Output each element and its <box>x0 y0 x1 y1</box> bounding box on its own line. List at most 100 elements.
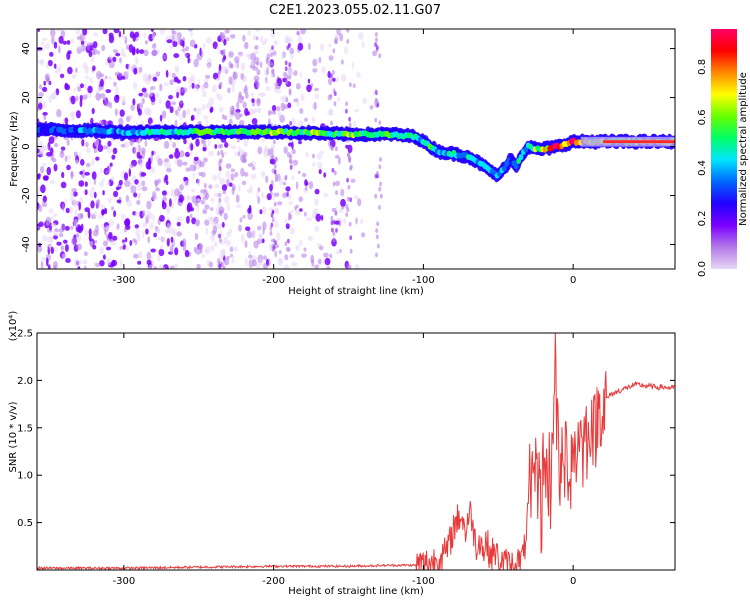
noise-speck <box>81 139 85 147</box>
noise-speck <box>297 170 301 175</box>
noise-speck <box>308 181 314 190</box>
noise-speck <box>265 86 271 91</box>
noise-speck <box>306 84 312 93</box>
noise-speck <box>157 254 161 262</box>
noise-speck <box>124 180 130 188</box>
noise-speck <box>289 154 293 160</box>
noise-speck <box>135 56 139 65</box>
noise-speck <box>208 261 213 268</box>
noise-speck <box>251 118 258 125</box>
noise-speck <box>193 156 199 161</box>
noise-speck <box>89 77 93 84</box>
x-tick-label: -200 <box>262 576 285 587</box>
noise-speck <box>251 230 256 238</box>
noise-speck <box>70 191 75 198</box>
noise-speck <box>200 171 206 178</box>
noise-speck <box>205 74 211 79</box>
noise-speck <box>127 64 131 71</box>
noise-speck <box>314 93 320 99</box>
noise-speck <box>159 114 163 122</box>
noise-speck <box>152 32 156 41</box>
noise-speck <box>76 243 82 251</box>
noise-speck <box>295 181 299 190</box>
noise-speck <box>246 230 253 239</box>
noise-speck <box>257 196 261 204</box>
noise-speck <box>176 217 180 222</box>
noise-speck <box>203 182 207 189</box>
noise-speck <box>49 180 55 185</box>
noise-speck <box>171 29 175 36</box>
noise-speck <box>285 79 289 85</box>
noise-speck <box>253 50 259 55</box>
noise-speck <box>144 140 148 147</box>
spectrogram-x-ticks: -300 -200 -100 0 <box>113 29 576 286</box>
noise-speck <box>84 207 90 213</box>
noise-speck <box>141 186 148 192</box>
noise-speck <box>157 158 163 167</box>
noise-speck <box>303 247 307 252</box>
noise-speck <box>93 211 98 218</box>
snr-y-multiplier: (x10⁴) <box>8 311 19 342</box>
noise-speck <box>141 98 145 104</box>
noise-speck <box>221 57 225 63</box>
noise-speck <box>276 106 281 112</box>
noise-speck <box>346 39 350 44</box>
noise-speck <box>60 30 66 38</box>
noise-speck <box>248 250 252 255</box>
noise-speck <box>346 177 349 183</box>
noise-speck <box>150 166 156 174</box>
noise-speck <box>304 211 307 217</box>
noise-speck <box>379 157 382 162</box>
noise-speck <box>288 212 291 218</box>
noise-speck <box>349 197 353 203</box>
noise-speck <box>141 210 146 217</box>
noise-speck <box>317 161 323 169</box>
noise-speck <box>257 187 261 193</box>
noise-speck <box>124 36 128 45</box>
noise-speck <box>240 72 245 80</box>
noise-speck <box>343 218 347 224</box>
noise-speck <box>338 222 342 227</box>
noise-speck <box>347 184 351 190</box>
noise-speck <box>255 191 259 199</box>
noise-speck <box>263 255 267 260</box>
noise-speck <box>275 90 282 94</box>
noise-speck <box>163 161 167 166</box>
noise-speck <box>170 189 176 197</box>
noise-speck <box>201 90 207 98</box>
noise-speck <box>259 258 264 267</box>
noise-speck <box>75 29 81 36</box>
noise-speck <box>112 49 119 54</box>
noise-speck <box>284 60 288 66</box>
noise-speck <box>330 146 334 152</box>
noise-speck <box>93 261 97 267</box>
noise-speck <box>159 29 165 35</box>
noise-speck <box>346 29 350 33</box>
noise-speck <box>189 164 196 172</box>
noise-speck <box>335 154 340 159</box>
noise-speck <box>332 70 335 75</box>
noise-speck <box>261 191 264 199</box>
noise-speck <box>46 166 52 176</box>
noise-speck <box>163 140 170 149</box>
noise-speck <box>256 97 261 107</box>
noise-speck <box>188 84 192 90</box>
noise-speck <box>222 51 225 57</box>
noise-speck <box>218 70 221 75</box>
noise-speck <box>335 190 338 196</box>
x-tick-label: 0 <box>570 275 576 286</box>
noise-speck <box>103 95 107 101</box>
noise-speck <box>333 91 337 97</box>
noise-speck <box>361 41 365 49</box>
noise-speck <box>95 200 100 209</box>
noise-speck <box>263 262 268 269</box>
noise-speck <box>82 29 88 36</box>
noise-speck <box>182 161 188 166</box>
noise-speck <box>150 248 156 253</box>
noise-speck <box>202 147 207 152</box>
noise-speck <box>378 186 382 192</box>
noise-speck <box>153 266 158 269</box>
noise-speck <box>181 87 188 93</box>
noise-speck <box>38 92 44 97</box>
